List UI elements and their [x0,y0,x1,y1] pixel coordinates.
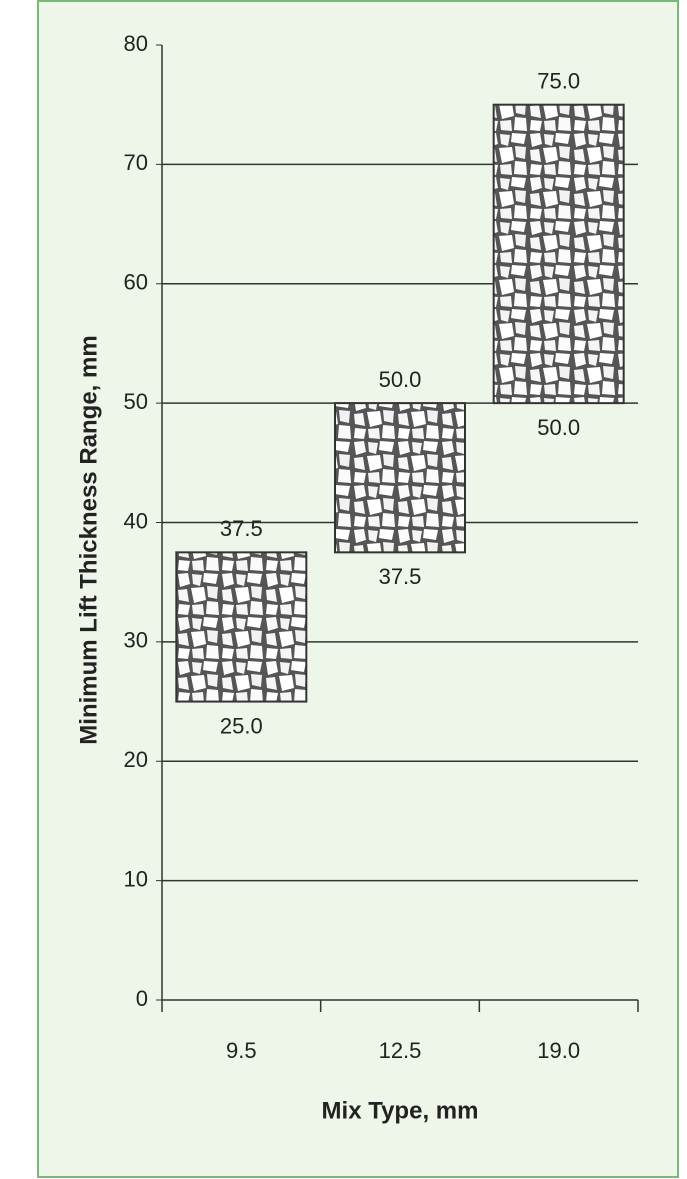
low-label: 25.0 [220,713,263,738]
range-bar [492,103,625,405]
y-tick-label: 50 [124,389,148,414]
low-label: 37.5 [379,564,422,589]
low-label: 50.0 [537,415,580,440]
y-tick-label: 0 [136,986,148,1011]
x-tick-label: 12.5 [379,1038,422,1063]
y-tick-label: 30 [124,628,148,653]
y-tick-label: 60 [124,270,148,295]
y-axis-title: Minimum Lift Thickness Range, mm [75,335,102,744]
y-tick-label: 10 [124,866,148,891]
high-label: 50.0 [379,367,422,392]
y-tick-label: 20 [124,747,148,772]
x-axis-title: Mix Type, mm [322,1097,479,1124]
x-tick-label: 9.5 [226,1038,257,1063]
y-tick-label: 80 [124,31,148,56]
y-tick-label: 40 [124,508,148,533]
x-tick-label: 19.0 [537,1038,580,1063]
high-label: 75.0 [537,69,580,94]
range-bar [175,551,308,703]
high-label: 37.5 [220,516,263,541]
range-bar [334,402,466,554]
y-tick-label: 70 [124,150,148,175]
